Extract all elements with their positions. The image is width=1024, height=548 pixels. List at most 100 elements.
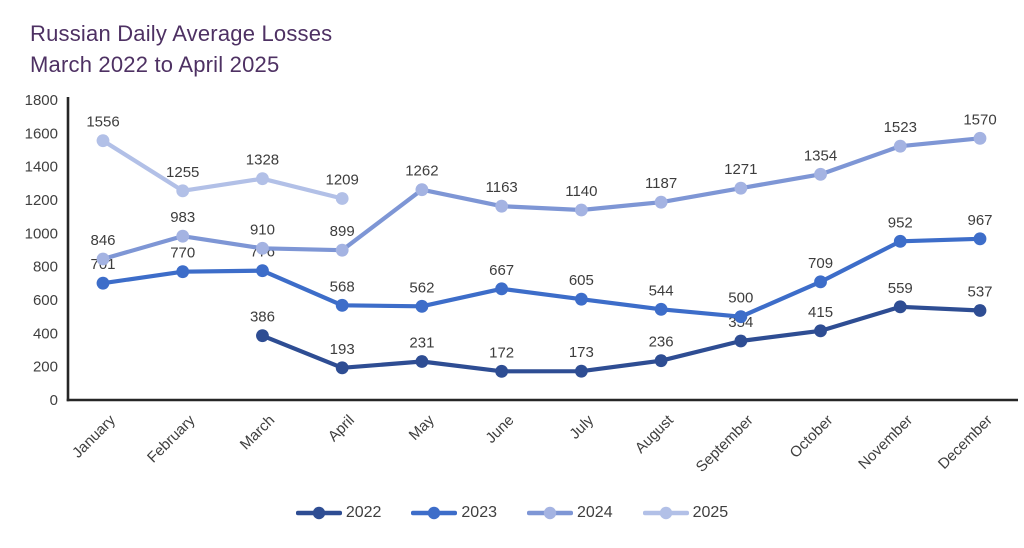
point-2025-january (96, 134, 110, 148)
data-label-2025-february: 1255 (166, 164, 199, 181)
y-tick-label: 1400 (25, 159, 58, 176)
point-2023-july (574, 292, 588, 306)
point-2025-march (256, 172, 269, 186)
point-2023-february (176, 265, 190, 279)
point-2024-october (814, 167, 827, 181)
point-2023-may (415, 299, 429, 313)
legend-label-2025: 2025 (692, 504, 729, 521)
point-2024-january (96, 252, 110, 266)
x-tick-label-february: February (144, 411, 199, 466)
data-label-2022-april: 193 (330, 341, 355, 358)
x-tick-label-august: August (632, 411, 678, 457)
legend-label-2022: 2022 (345, 504, 382, 521)
x-tick-label-september: September (693, 412, 757, 476)
point-2022-september (734, 334, 748, 348)
legend-item-2023: 2023 (411, 504, 497, 522)
x-tick-label-july: July (566, 411, 597, 442)
x-tick-label-november: November (855, 412, 916, 473)
data-label-2024-february: 983 (170, 209, 195, 226)
data-label-2023-september: 500 (728, 290, 753, 307)
data-label-2025-january: 1556 (86, 114, 119, 131)
point-2022-december (973, 304, 987, 317)
y-tick-label: 1200 (25, 192, 58, 209)
data-label-2024-april: 899 (330, 223, 355, 240)
data-label-2022-october: 415 (808, 304, 833, 321)
data-label-2023-november: 952 (888, 214, 913, 231)
data-label-2023-february: 770 (170, 245, 195, 262)
data-label-2023-august: 544 (649, 282, 674, 299)
legend-label-2024: 2024 (577, 504, 613, 521)
data-label-2024-october: 1354 (804, 147, 837, 164)
point-2022-march (256, 329, 269, 343)
chart-title-line2: March 2022 to April 2025 (30, 52, 280, 77)
data-label-2022-august: 236 (649, 334, 674, 351)
point-2022-october (814, 324, 827, 338)
data-label-2025-april: 1209 (325, 172, 358, 189)
point-2024-december (973, 131, 987, 145)
data-label-2023-october: 709 (808, 255, 833, 272)
point-2022-may (415, 355, 429, 368)
data-label-2023-june: 667 (489, 262, 514, 279)
data-label-2023-december: 967 (967, 212, 992, 229)
point-2022-august (654, 354, 668, 368)
y-tick-label: 400 (33, 325, 58, 342)
data-label-2022-may: 231 (409, 335, 434, 352)
data-label-2024-march: 910 (250, 221, 275, 238)
data-label-2022-december: 537 (967, 284, 992, 301)
point-2022-april (335, 361, 349, 375)
point-2025-april (335, 192, 349, 205)
point-2023-november (893, 234, 907, 248)
y-tick-label: 200 (33, 359, 58, 376)
y-tick-label: 1800 (25, 92, 58, 109)
data-label-2023-may: 562 (409, 279, 434, 296)
point-2024-february (176, 229, 190, 243)
x-tick-label-january: January (69, 411, 119, 461)
data-label-2024-june: 1163 (486, 179, 518, 196)
point-2025-february (176, 184, 190, 198)
x-tick-label-april: April (325, 412, 358, 445)
point-2022-november (893, 300, 907, 314)
legend: 2022 2023 2024 2025 (0, 504, 1024, 522)
legend-marker-icon (411, 506, 458, 520)
y-tick-label: 0 (50, 392, 58, 409)
legend-item-2022: 2022 (295, 504, 382, 522)
data-label-2023-april: 568 (330, 278, 355, 295)
point-2023-september (734, 310, 748, 324)
legend-item-2024: 2024 (527, 504, 613, 522)
legend-marker-icon (527, 506, 573, 520)
data-label-2024-may: 1262 (405, 163, 438, 180)
point-2023-april (335, 298, 349, 312)
data-label-2022-november: 559 (888, 280, 913, 297)
point-2023-august (654, 302, 668, 316)
data-label-2024-september: 1271 (724, 161, 757, 178)
legend-marker-icon (295, 506, 342, 520)
data-label-2023-july: 605 (569, 272, 594, 289)
series-line-2024 (100, 136, 983, 262)
x-tick-label-october: October (787, 412, 837, 462)
data-label-2022-march: 386 (250, 309, 275, 326)
x-tick-label-december: December (935, 412, 996, 473)
data-label-2024-august: 1187 (645, 175, 677, 192)
y-tick-label: 1600 (25, 125, 58, 142)
x-tick-label-june: June (482, 412, 517, 447)
y-tick-label: 800 (33, 259, 58, 276)
legend-label-2023: 2023 (461, 504, 497, 521)
point-2024-september (734, 181, 748, 195)
x-tick-label-may: May (406, 411, 438, 443)
series-line-2025 (100, 138, 345, 201)
point-2024-july (574, 203, 588, 217)
chart-title: Russian Daily Average Losses March 2022 … (30, 18, 332, 80)
data-label-2024-november: 1523 (884, 119, 917, 136)
point-2024-june (495, 199, 509, 213)
point-2023-october (814, 275, 827, 289)
data-label-2022-july: 173 (569, 344, 594, 361)
y-tick-label: 600 (33, 292, 58, 309)
point-2024-march (256, 241, 269, 255)
y-tick-label: 1000 (25, 225, 58, 242)
chart-title-line1: Russian Daily Average Losses (30, 21, 333, 46)
data-label-2024-january: 846 (90, 232, 115, 249)
point-2024-may (415, 183, 429, 197)
point-2023-january (96, 276, 110, 290)
